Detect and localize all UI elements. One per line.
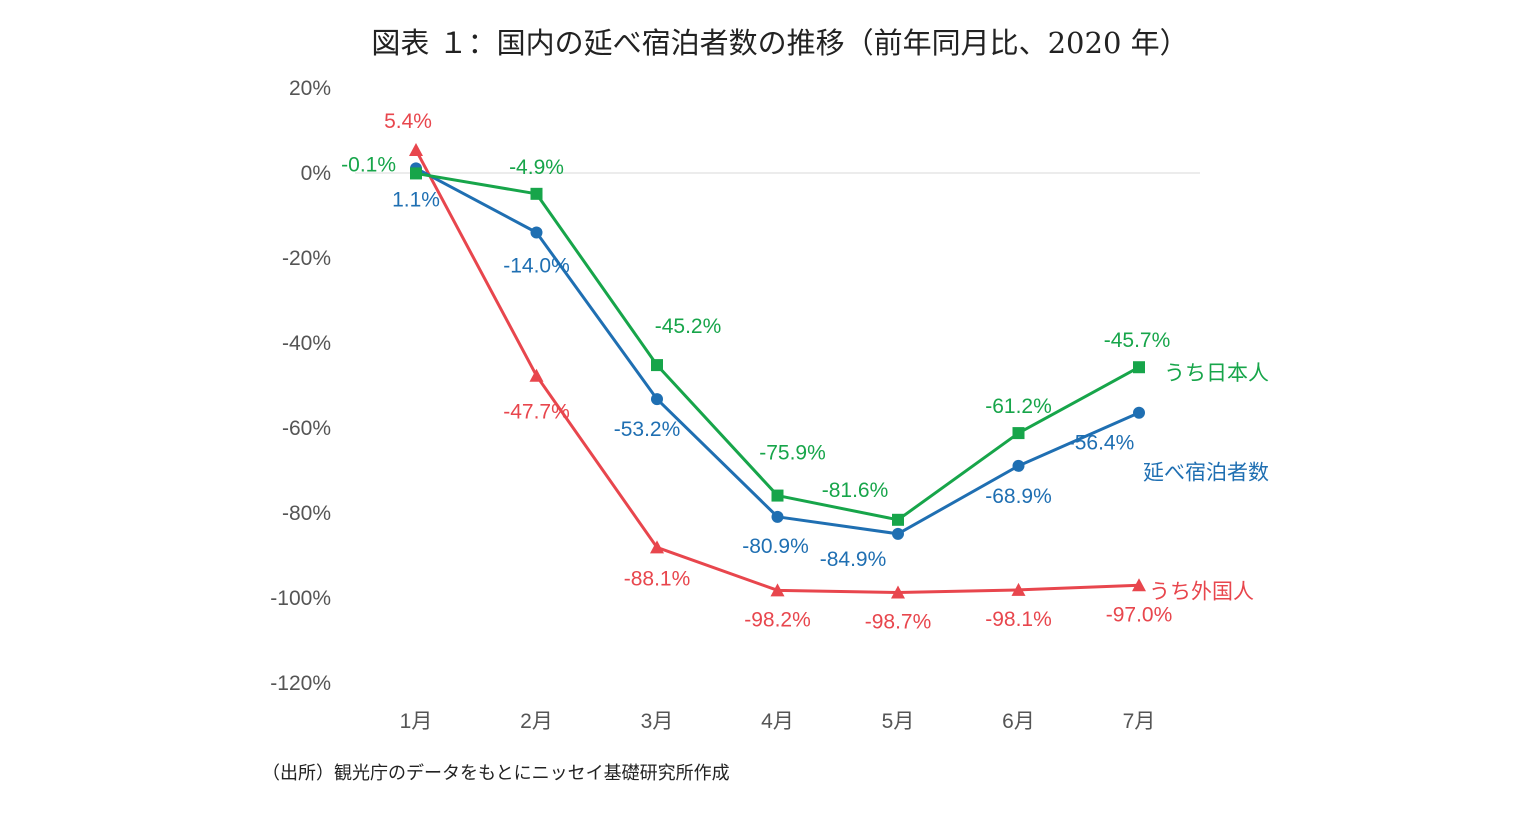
data-point-total bbox=[771, 510, 784, 523]
data-label-japanese: -75.9% bbox=[759, 442, 826, 465]
series-name-japanese: うち日本人 bbox=[1164, 361, 1269, 385]
data-label-total: -53.2% bbox=[614, 418, 681, 441]
y-tick-label: 0% bbox=[301, 162, 331, 185]
data-label-foreign: -47.7% bbox=[503, 401, 570, 424]
data-label-japanese: -61.2% bbox=[985, 395, 1052, 418]
data-label-japanese: -4.9% bbox=[509, 156, 564, 179]
data-point-total bbox=[651, 393, 663, 406]
data-point-foreign bbox=[529, 368, 544, 382]
data-point-japanese bbox=[410, 167, 422, 180]
x-tick-label: 4月 bbox=[761, 710, 794, 733]
data-point-foreign bbox=[891, 585, 905, 599]
y-tick-label: -20% bbox=[282, 247, 331, 270]
y-tick-label: -80% bbox=[282, 502, 331, 525]
data-point-total bbox=[1133, 406, 1145, 419]
data-point-total bbox=[530, 226, 543, 239]
data-point-japanese bbox=[771, 489, 784, 502]
data-label-foreign: -98.2% bbox=[744, 608, 811, 631]
data-point-japanese bbox=[892, 513, 904, 526]
chart-title: 図表 １：国内の延べ宿泊者数の推移（前年同月比、2020 年） bbox=[371, 26, 1188, 60]
data-point-total bbox=[892, 527, 904, 540]
data-label-japanese: -45.7% bbox=[1104, 329, 1171, 352]
series-japanese bbox=[410, 167, 1145, 526]
data-point-japanese bbox=[1133, 361, 1145, 374]
series-line-foreign bbox=[414, 149, 1140, 594]
data-label-foreign: 5.4% bbox=[384, 110, 432, 133]
data-label-total: -80.9% bbox=[742, 535, 809, 558]
data-label-japanese: -81.6% bbox=[822, 479, 889, 502]
data-label-total: -68.9% bbox=[985, 485, 1052, 508]
data-point-foreign bbox=[1011, 582, 1026, 596]
series-layer bbox=[409, 143, 1146, 599]
x-tick-label: 3月 bbox=[641, 710, 674, 733]
series-name-foreign: うち外国人 bbox=[1149, 579, 1254, 603]
data-label-total: 1.1% bbox=[392, 188, 440, 211]
x-tick-label: 1月 bbox=[400, 710, 433, 733]
x-tick-label: 2月 bbox=[520, 710, 553, 733]
data-point-japanese bbox=[1012, 427, 1025, 440]
data-label-total: -14.0% bbox=[503, 255, 570, 278]
y-tick-label: -120% bbox=[270, 672, 331, 695]
x-tick-label: 6月 bbox=[1002, 710, 1035, 733]
x-axis: 1月 2月 3月 4月 5月 6月 7月 bbox=[400, 710, 1156, 733]
y-tick-label: -40% bbox=[282, 332, 331, 355]
y-tick-label: -100% bbox=[270, 587, 331, 610]
series-name-total: 延べ宿泊者数 bbox=[1143, 461, 1269, 485]
series-total bbox=[410, 162, 1145, 540]
data-label-total: -84.9% bbox=[820, 548, 887, 571]
series-foreign bbox=[409, 143, 1146, 599]
source-note: （出所）観光庁のデータをもとにニッセイ基礎研究所作成 bbox=[262, 763, 730, 784]
y-axis: 20% 0% -20% -40% -60% -80% -100% -120% bbox=[270, 77, 331, 695]
data-label-japanese: -45.2% bbox=[655, 315, 722, 338]
data-label-japanese: -0.1% bbox=[341, 153, 396, 176]
y-tick-label: -60% bbox=[282, 417, 331, 440]
data-label-foreign: -88.1% bbox=[624, 567, 691, 590]
data-point-japanese bbox=[530, 187, 543, 200]
data-label-total: -56.4% bbox=[1068, 432, 1135, 455]
x-tick-label: 7月 bbox=[1123, 710, 1156, 733]
x-tick-label: 5月 bbox=[882, 710, 915, 733]
data-point-foreign bbox=[409, 143, 423, 157]
data-point-total bbox=[1012, 459, 1025, 472]
data-point-foreign bbox=[1132, 578, 1146, 592]
data-point-foreign bbox=[770, 583, 785, 597]
data-point-japanese bbox=[651, 359, 663, 372]
data-label-foreign: -98.1% bbox=[985, 608, 1052, 631]
y-tick-label: 20% bbox=[289, 77, 331, 100]
data-label-foreign: -98.7% bbox=[865, 610, 932, 633]
data-labels: 5.4% -47.7% -88.1% -98.2% -98.7% -98.1% -97.0%… bbox=[341, 110, 1269, 633]
data-point-foreign bbox=[650, 540, 664, 554]
data-label-foreign: -97.0% bbox=[1106, 603, 1173, 626]
